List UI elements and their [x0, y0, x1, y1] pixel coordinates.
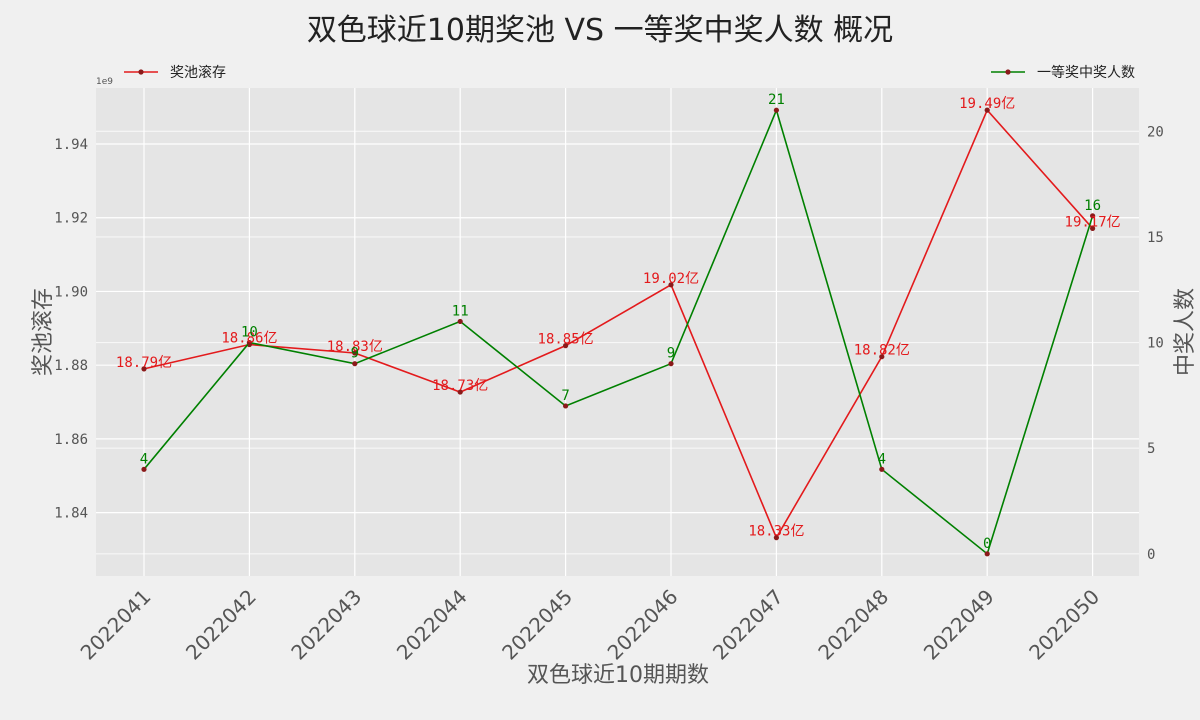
data-label: 9: [351, 346, 359, 362]
right-tick-label: 0: [1147, 547, 1155, 563]
left-axis-multiplier: 1e9: [96, 77, 113, 87]
legend-left-marker: [138, 69, 144, 75]
left-tick-label: 1.92: [54, 211, 88, 227]
left-tick-label: 1.90: [54, 284, 88, 300]
data-label: 18.79亿: [116, 355, 172, 371]
left-tick-label: 1.86: [54, 432, 88, 448]
data-label: 18.83亿: [327, 339, 383, 355]
right-tick-label: 15: [1147, 230, 1164, 246]
data-label: 19.02亿: [643, 271, 699, 287]
data-label: 7: [561, 388, 569, 404]
data-label-layer: 18.79亿 18.86亿 18.83亿 18.73亿 18.85亿 19.02亿 18.3…: [116, 92, 1121, 552]
data-point: [984, 107, 990, 113]
legend-right-label: 一等奖中奖人数: [1037, 64, 1135, 81]
left-tick-label: 1.84: [54, 506, 88, 522]
data-point: [879, 354, 885, 360]
data-point: [1090, 225, 1096, 232]
data-point: [141, 366, 147, 372]
data-point: [563, 343, 569, 349]
data-label: 4: [140, 451, 148, 467]
data-label: 19.49亿: [959, 96, 1015, 112]
series-layer: [141, 107, 1096, 557]
data-point: [668, 282, 674, 288]
series-pool-line: [143, 108, 1094, 540]
data-point: [879, 466, 885, 472]
right-tick-label: 10: [1147, 336, 1164, 352]
data-label: 11: [452, 303, 469, 319]
data-point: [457, 389, 463, 395]
legend-left-label: 奖池滚存: [170, 64, 226, 81]
data-point: [563, 403, 569, 409]
data-label: 19.17亿: [1065, 214, 1121, 230]
left-axis-ticks: 1.84 1.86 1.88 1.90 1.92 1.94: [54, 137, 88, 522]
right-axis-title: 中奖人数: [1173, 288, 1198, 376]
data-label: 18.33亿: [748, 524, 804, 540]
left-tick-label: 1.94: [54, 137, 88, 153]
data-point: [352, 350, 358, 356]
data-point: [984, 551, 990, 557]
x-axis-title: 双色球近10期期数: [527, 663, 709, 688]
chart-title: 双色球近10期奖池 VS 一等奖中奖人数 概况: [307, 13, 893, 48]
data-point: [773, 535, 780, 541]
left-tick-label: 1.88: [54, 358, 88, 374]
data-label: 9: [667, 346, 675, 362]
plot-area: [96, 88, 1139, 576]
data-label: 10: [241, 325, 258, 341]
right-axis-ticks: 0 5 10 15 20: [1147, 124, 1164, 563]
legend-right-marker: [1005, 69, 1011, 75]
data-label: 18.86亿: [221, 331, 277, 347]
right-tick-label: 5: [1147, 441, 1155, 457]
legend-left: 奖池滚存: [124, 64, 226, 81]
data-label: 18.85亿: [538, 332, 594, 348]
data-label: 0: [983, 536, 991, 552]
data-label: 4: [878, 451, 886, 467]
right-tick-label: 20: [1147, 124, 1164, 140]
left-axis-title: 奖池滚存: [31, 288, 56, 376]
data-label: 16: [1084, 198, 1101, 214]
series-winners-line: [143, 107, 1094, 556]
grid: [96, 88, 1139, 576]
data-point: [1090, 213, 1096, 219]
data-point: [773, 107, 780, 113]
data-point: [668, 361, 674, 367]
data-point: [141, 466, 147, 472]
data-point: [352, 361, 358, 367]
data-point: [457, 318, 463, 325]
data-label: 21: [768, 92, 785, 108]
legend-right: 一等奖中奖人数: [991, 64, 1135, 81]
data-point: [246, 339, 252, 346]
data-label: 18.73亿: [432, 378, 488, 394]
data-label: 18.82亿: [854, 343, 910, 359]
